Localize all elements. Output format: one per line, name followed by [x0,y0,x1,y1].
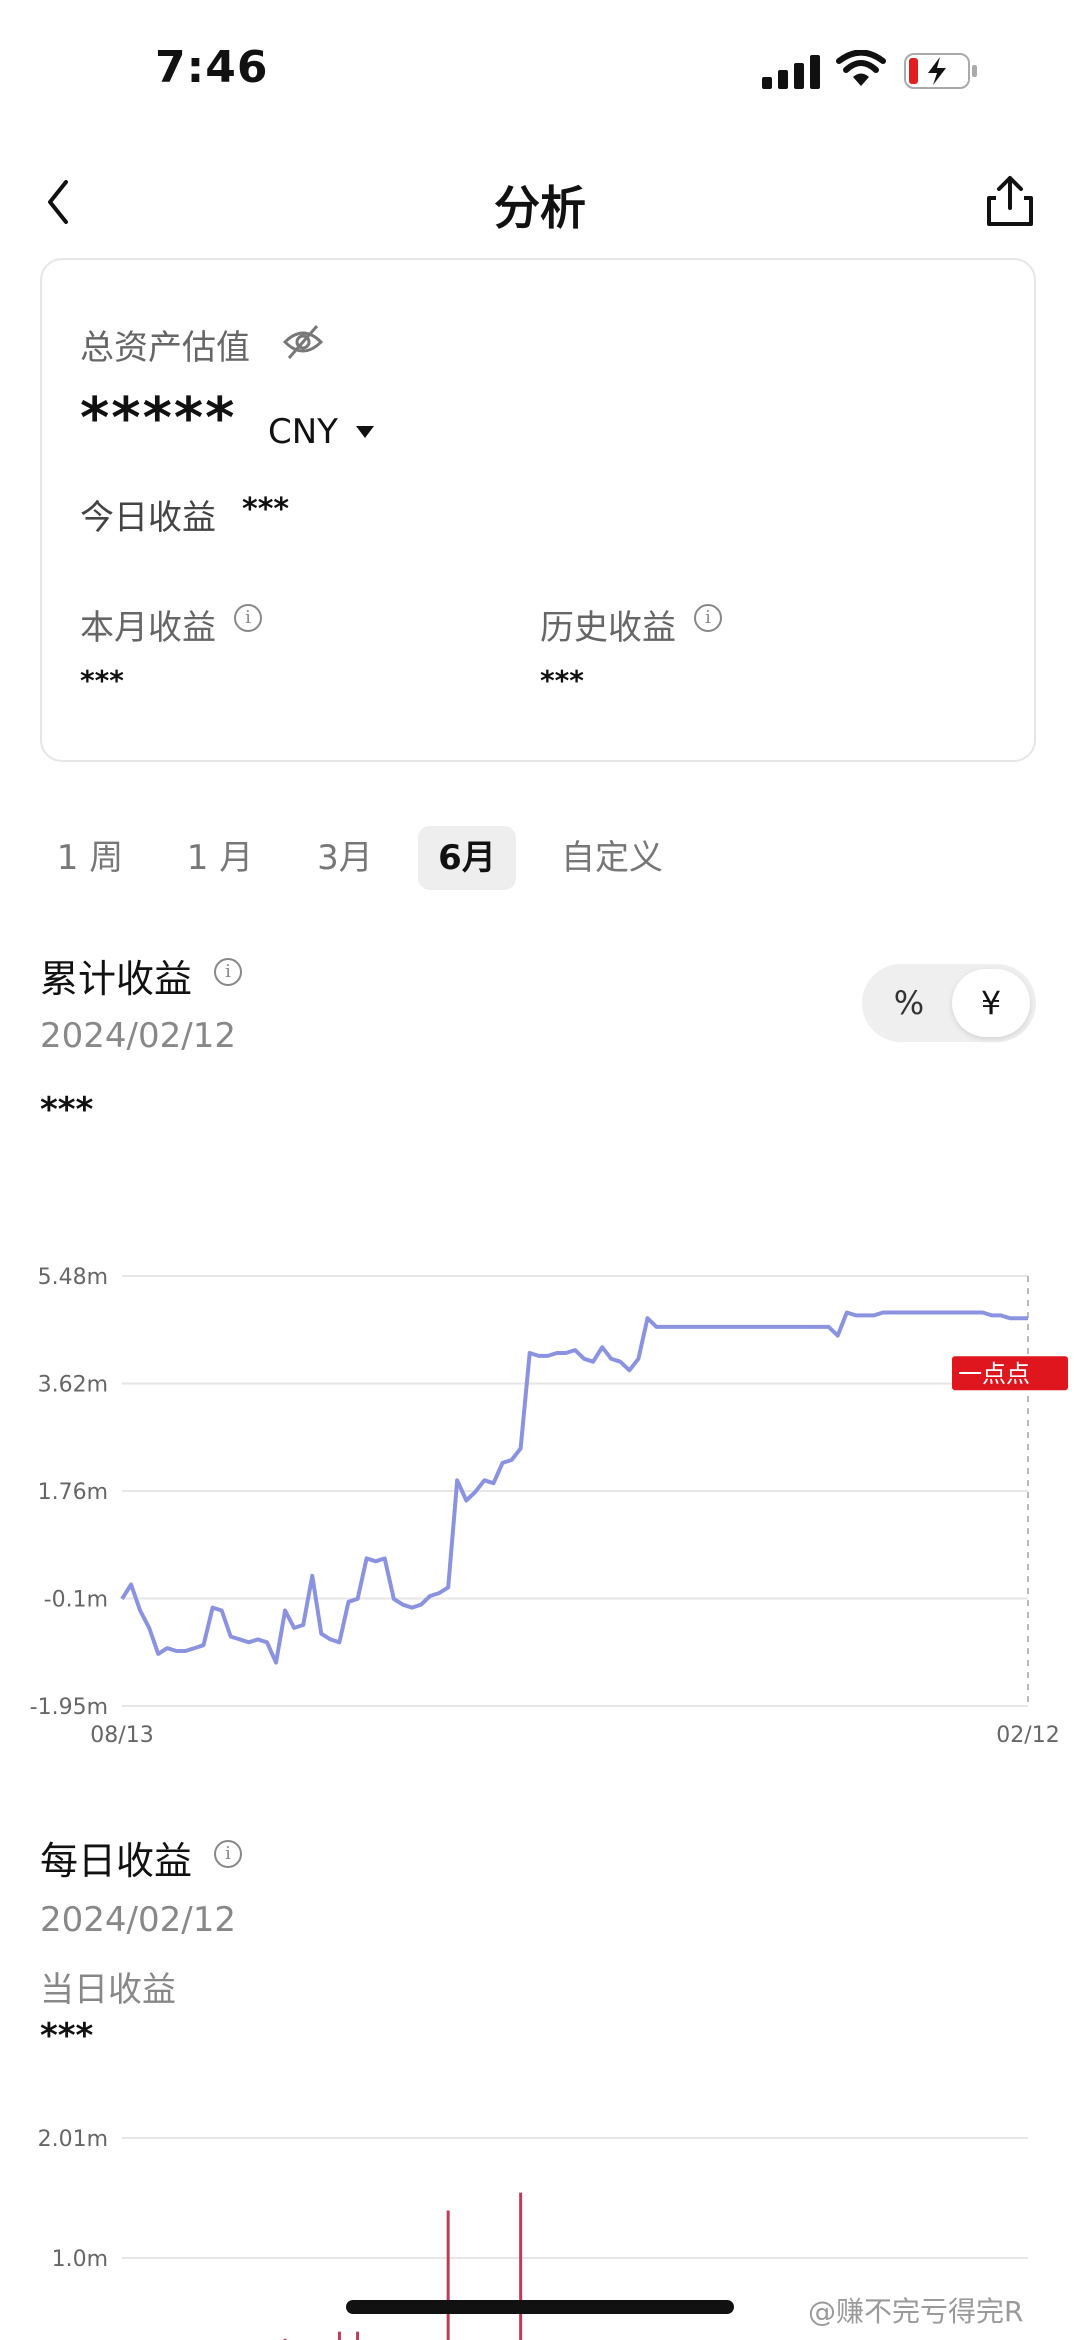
status-time: 7:46 [155,42,269,93]
unit-toggle[interactable]: % ¥ [862,964,1036,1042]
y-tick-label: 1.0m [52,2247,108,2272]
wifi-icon [836,50,886,86]
home-indicator [346,2300,734,2314]
info-icon[interactable]: i [694,604,722,632]
chevron-left-icon [48,180,68,224]
month-profit-value: *** [80,664,124,697]
total-assets-value: ***** [80,386,237,451]
total-assets-label: 总资产估值 [80,328,250,368]
cumulative-line [120,1310,1028,1665]
watermark: @赚不完亏得完R [808,2295,1024,2328]
y-tick-label: -0.1m [44,1588,108,1613]
month-profit-label: 本月收益 [80,608,216,648]
daily-date: 2024/02/12 [40,1900,236,1940]
cumulative-profit-title: 累计收益 [40,957,193,1001]
tab-custom[interactable]: 自定义 [561,838,663,878]
daily-value: *** [40,2016,94,2056]
battery-icon [904,53,977,89]
y-tick-label: 5.48m [38,1265,108,1290]
cumulative-date: 2024/02/12 [40,1016,236,1056]
hide-eye-icon[interactable] [282,322,324,362]
cellular-signal-icon [762,55,822,89]
x-tick-label: 02/12 [996,1723,1059,1748]
today-profit-value: *** [242,492,290,527]
caret-down-icon[interactable] [356,426,374,438]
page-title: 分析 [494,181,586,235]
history-profit-label: 历史收益 [540,608,676,648]
info-icon[interactable]: i [214,1840,242,1868]
x-tick-label: 08/13 [90,1723,153,1748]
yuan-option[interactable]: ¥ [952,969,1030,1037]
tab-6-months[interactable]: 6月 [418,826,516,890]
info-icon[interactable]: i [214,958,242,986]
marker-badge [952,1356,1068,1391]
y-tick-label: 3.62m [38,1373,108,1398]
daily-profit-title: 每日收益 [40,1839,193,1883]
share-icon [987,176,1033,226]
currency-selector[interactable]: CNY [268,412,338,452]
info-icon[interactable]: i [234,604,262,632]
y-tick-label: -1.95m [30,1695,108,1720]
cumulative-value: *** [40,1090,94,1130]
tab-1-month[interactable]: 1 月 [186,838,254,878]
asset-summary-card [40,258,1036,762]
history-profit-value: *** [540,664,584,697]
marker-label: 一点点 [958,1360,1030,1388]
share-button[interactable] [980,172,1040,232]
y-tick-label: 1.76m [38,1480,108,1505]
back-button[interactable] [36,172,86,232]
daily-sub-label: 当日收益 [40,1970,176,2010]
y-tick-label: 2.01m [38,2127,108,2152]
tab-3-months[interactable]: 3月 [317,838,373,878]
tab-1-week[interactable]: 1 周 [56,838,124,878]
today-profit-label: 今日收益 [80,498,216,538]
percent-option[interactable]: % [893,984,925,1022]
